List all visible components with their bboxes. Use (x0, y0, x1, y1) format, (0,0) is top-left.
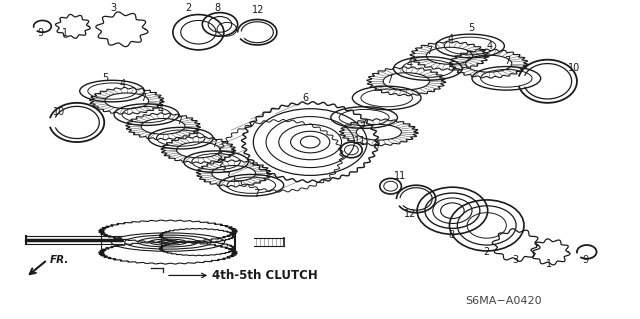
Text: 2: 2 (186, 3, 192, 13)
Text: 6: 6 (302, 93, 308, 103)
Text: 4: 4 (486, 41, 493, 51)
Text: 7: 7 (426, 46, 432, 56)
Text: 2: 2 (483, 247, 489, 257)
Text: 4: 4 (406, 59, 412, 69)
Text: 8: 8 (449, 230, 454, 240)
Text: 10: 10 (53, 107, 65, 117)
Text: 5: 5 (102, 73, 109, 83)
Text: 4: 4 (157, 105, 163, 115)
Text: 4: 4 (447, 34, 454, 44)
Text: 4: 4 (120, 79, 126, 89)
Text: 4: 4 (374, 140, 380, 150)
Text: 7: 7 (141, 93, 147, 103)
Text: S6MA−A0420: S6MA−A0420 (465, 296, 542, 306)
Text: 4: 4 (193, 128, 198, 138)
Text: 9: 9 (38, 28, 44, 38)
Text: 3: 3 (110, 3, 116, 13)
Text: 7: 7 (176, 116, 182, 126)
Text: 7: 7 (211, 139, 218, 149)
Text: 1: 1 (545, 259, 552, 269)
Text: 9: 9 (583, 255, 589, 265)
Text: 12: 12 (252, 4, 265, 15)
Text: 7: 7 (387, 75, 393, 85)
Text: 7: 7 (504, 56, 511, 66)
Text: 11: 11 (394, 171, 406, 181)
Text: 7: 7 (359, 122, 365, 132)
Text: 10: 10 (568, 63, 580, 73)
Text: 1: 1 (62, 28, 68, 38)
Text: 3: 3 (512, 255, 518, 265)
Text: 11: 11 (355, 136, 367, 146)
Text: 7: 7 (253, 189, 260, 199)
Text: 12: 12 (404, 209, 417, 219)
Text: FR.: FR. (49, 255, 68, 265)
Text: 5: 5 (468, 23, 474, 33)
Text: 4th-5th CLUTCH: 4th-5th CLUTCH (212, 269, 318, 282)
Text: 8: 8 (214, 3, 220, 13)
